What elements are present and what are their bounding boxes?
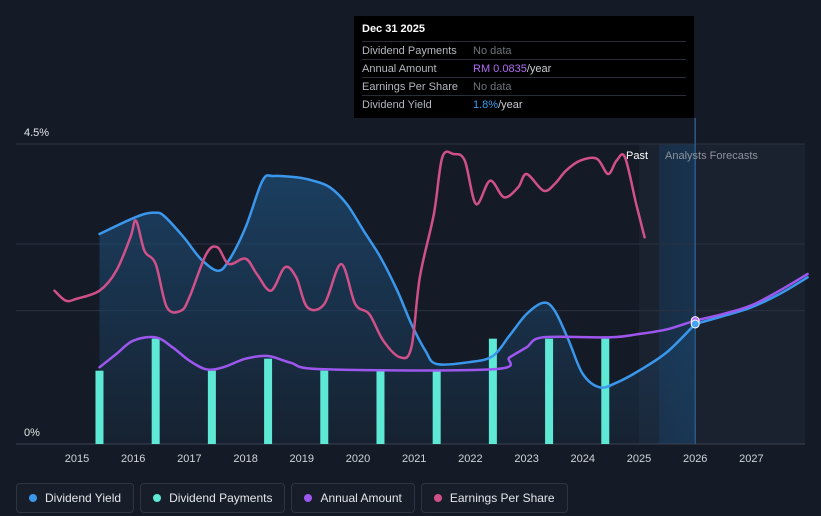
tooltip-suffix: /year xyxy=(526,62,552,75)
tooltip-value: 1.8% xyxy=(473,98,499,111)
x-tick-label: 2015 xyxy=(65,453,89,465)
tooltip: Dec 31 2025 Dividend Payments No data An… xyxy=(354,16,694,118)
dividend-payment-bars xyxy=(95,338,610,444)
x-tick-label: 2027 xyxy=(739,453,763,465)
tooltip-label: Dividend Payments xyxy=(362,44,457,57)
dot-icon xyxy=(29,494,37,502)
tooltip-label: Earnings Per Share xyxy=(362,80,458,93)
x-tick-label: 2020 xyxy=(346,453,370,465)
x-tick-label: 2026 xyxy=(683,453,707,465)
series-marker xyxy=(690,319,700,329)
y-tick-label: 4.5% xyxy=(24,127,49,139)
x-tick-label: 2016 xyxy=(121,453,145,465)
y-tick-label: 0% xyxy=(24,427,40,439)
past-label: Past xyxy=(626,150,649,162)
x-tick-label: 2024 xyxy=(571,453,595,465)
legend-dividend-yield[interactable]: Dividend Yield xyxy=(16,483,135,513)
tooltip-date: Dec 31 2025 xyxy=(362,23,425,35)
tooltip-label: Dividend Yield xyxy=(362,98,432,111)
legend-label: Dividend Yield xyxy=(45,491,122,505)
dividend-payment-bar xyxy=(545,338,554,444)
dividend-payment-bar xyxy=(264,358,273,444)
series-line xyxy=(98,174,697,389)
legend-label: Annual Amount xyxy=(320,491,402,505)
tooltip-row-annual-amount: Annual Amount RM 0.0835/year xyxy=(362,59,686,77)
dividend-payment-bar xyxy=(601,338,610,444)
dot-icon xyxy=(433,494,442,502)
dividend-payment-bar xyxy=(432,370,441,444)
x-tick-label: 2022 xyxy=(458,453,482,465)
dividend-payment-bar xyxy=(320,370,329,444)
dividend-payment-bar xyxy=(151,338,160,444)
x-tick-label: 2018 xyxy=(233,453,257,465)
dividend-payment-bar xyxy=(376,370,385,444)
x-tick-label: 2021 xyxy=(402,453,426,465)
dividend-payment-bar xyxy=(488,338,497,444)
dividend-payment-bar xyxy=(95,370,104,444)
tooltip-row-dividend-yield: Dividend Yield 1.8%/year xyxy=(362,95,686,113)
legend-dividend-payments[interactable]: Dividend Payments xyxy=(140,483,286,513)
legend-label: Earnings Per Share xyxy=(449,491,555,505)
dot-icon xyxy=(304,494,313,502)
tooltip-row-eps: Earnings Per Share No data xyxy=(362,77,686,95)
legend-earnings-per-share[interactable]: Earnings Per Share xyxy=(420,483,568,513)
legend: Dividend Yield Dividend Payments Annual … xyxy=(16,483,568,513)
tooltip-suffix: /year xyxy=(498,98,523,111)
dot-icon xyxy=(153,494,162,502)
dividend-payment-bar xyxy=(207,370,216,444)
tooltip-value: RM 0.0835 xyxy=(473,62,527,75)
series-line xyxy=(53,150,646,360)
x-tick-label: 2017 xyxy=(177,453,201,465)
x-axis: 2015 2016 2017 2018 2019 2020 2021 2022 2023 2024… xyxy=(65,453,764,465)
series-markers xyxy=(690,316,700,329)
x-tick-label: 2023 xyxy=(514,453,538,465)
forecast-label: Analysts Forecasts xyxy=(665,150,758,162)
x-tick-label: 2019 xyxy=(290,453,314,465)
legend-annual-amount[interactable]: Annual Amount xyxy=(291,483,415,513)
x-tick-label: 2025 xyxy=(627,453,651,465)
tooltip-label: Annual Amount xyxy=(362,62,437,75)
series-line xyxy=(693,276,809,326)
y-axis: 4.5% 0% xyxy=(24,127,49,439)
tooltip-value: No data xyxy=(473,80,512,93)
tooltip-row-dividend-payments: Dividend Payments No data xyxy=(362,41,686,59)
tooltip-value: No data xyxy=(473,44,512,57)
legend-label: Dividend Payments xyxy=(169,491,273,505)
